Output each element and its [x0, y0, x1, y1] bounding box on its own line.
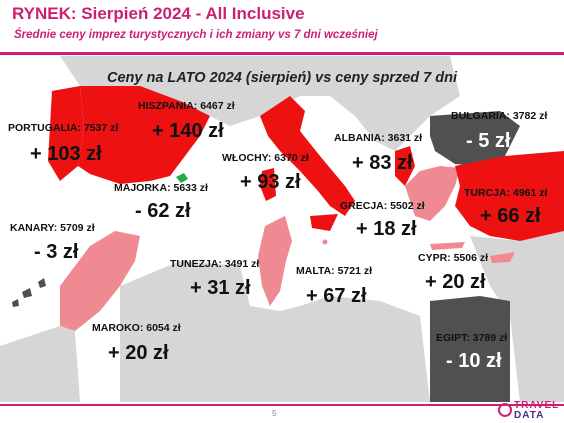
region-majorka — [176, 173, 188, 183]
slide-subtitle: Średnie ceny imprez turystycznych i ich … — [14, 29, 378, 41]
map-svg — [0, 56, 564, 402]
label-grecja: GRECJA: 5502 zł — [340, 200, 425, 212]
region-egipt — [430, 296, 510, 402]
logo-text-top: TRAVEL — [514, 400, 560, 411]
logo-ring-icon — [498, 403, 512, 417]
logo-text-bottom: DATA — [514, 410, 545, 421]
label-kanary: KANARY: 5709 zł — [10, 222, 95, 234]
change-tunezja: + 31 zł — [190, 277, 251, 299]
region-bulgaria — [430, 111, 520, 166]
region-hiszpania — [78, 86, 210, 184]
page-number: 5 — [272, 409, 277, 418]
label-maroko: MAROKO: 6054 zł — [92, 322, 181, 334]
land-north-africa — [120, 261, 430, 402]
change-turcja: + 66 zł — [480, 205, 541, 227]
label-turcja: TURCJA: 4961 zł — [464, 187, 548, 199]
label-albania: ALBANIA: 3631 zł — [334, 132, 423, 144]
region-kanary — [12, 278, 46, 307]
change-cypr: + 20 zł — [425, 271, 486, 293]
change-egipt: - 10 zł — [446, 350, 502, 372]
region-grecja — [405, 166, 460, 221]
label-portugalia: PORTUGALIA: 7537 zł — [8, 122, 119, 134]
region-turcja — [455, 151, 564, 241]
region-tunezja — [258, 216, 292, 306]
region-maroko — [60, 231, 140, 331]
label-majorka: MAJORKA: 5633 zł — [114, 182, 208, 194]
label-cypr: CYPR: 5506 zł — [418, 252, 489, 264]
slide-header: RYNEK: Sierpień 2024 - All Inclusive Śre… — [0, 0, 564, 56]
change-majorka: - 62 zł — [135, 200, 191, 222]
region-cypr — [490, 252, 515, 263]
label-tunezja: TUNEZJA: 3491 zł — [170, 258, 260, 270]
change-hiszpania: + 140 zł — [152, 120, 224, 142]
region-albania — [395, 146, 415, 186]
label-bulgaria: BUŁGARIA: 3782 zł — [451, 110, 548, 122]
change-kanary: - 3 zł — [34, 241, 79, 263]
footer-divider — [0, 404, 564, 406]
travel-data-logo: TRAVEL DATA — [496, 400, 560, 422]
change-grecja: + 18 zł — [356, 218, 417, 240]
change-portugalia: + 103 zł — [30, 143, 102, 165]
change-malta: + 67 zł — [306, 285, 367, 307]
label-egipt: EGIPT: 3789 zł — [436, 332, 508, 344]
region-sardynia — [260, 168, 276, 201]
label-hiszpania: HISZPANIA: 6467 zł — [138, 100, 235, 112]
region-sycylia — [310, 214, 338, 231]
change-bulgaria: - 5 zł — [466, 130, 511, 152]
label-wlochy: WŁOCHY: 6370 zł — [222, 152, 309, 164]
slide-title: RYNEK: Sierpień 2024 - All Inclusive — [12, 4, 305, 23]
region-wlochy — [260, 96, 355, 216]
change-albania: + 83 zł — [352, 152, 413, 174]
land-france — [60, 56, 300, 126]
land-western-sahara — [0, 326, 80, 402]
region-malta — [322, 239, 328, 245]
map-area — [0, 56, 564, 402]
land-middle-east — [470, 231, 564, 402]
change-maroko: + 20 zł — [108, 342, 169, 364]
land-balkans — [300, 56, 460, 151]
region-kreta — [430, 242, 465, 250]
region-portugalia — [48, 86, 84, 181]
map-title: Ceny na LATO 2024 (sierpień) vs ceny spr… — [106, 70, 457, 86]
label-malta: MALTA: 5721 zł — [296, 265, 373, 277]
change-wlochy: + 93 zł — [240, 171, 301, 193]
header-divider — [0, 52, 564, 55]
